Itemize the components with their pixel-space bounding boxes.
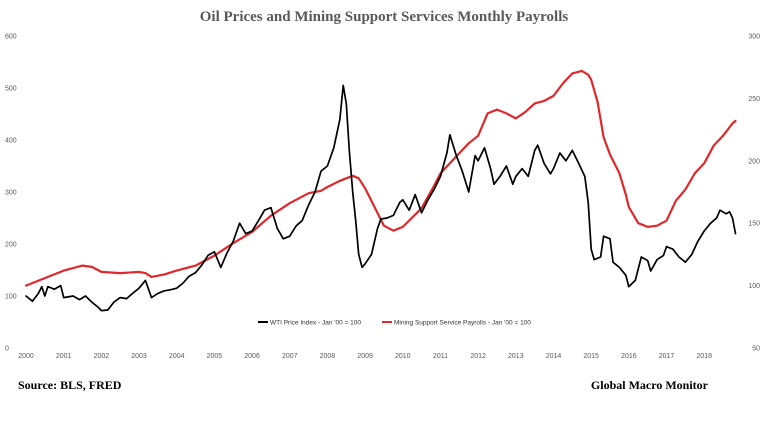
x-tick-label: 2008	[320, 353, 336, 360]
source-note: Source: BLS, FRED	[18, 378, 122, 392]
x-tick-label: 2005	[207, 353, 223, 360]
x-tick-label: 2013	[508, 353, 524, 360]
legend-entry-label: WTI Price Index - Jan '00 = 100	[270, 319, 361, 326]
x-tick-label: 2010	[395, 353, 411, 360]
x-tick-label: 2001	[56, 353, 72, 360]
right-tick-label: 50	[752, 346, 760, 353]
x-tick-label: 2014	[546, 353, 562, 360]
x-tick-label: 2002	[94, 353, 110, 360]
left-tick-label: 500	[5, 86, 17, 93]
legend-entry-label: Mining Support Service Payrolls - Jan '0…	[394, 319, 531, 326]
x-tick-label: 2016	[621, 353, 637, 360]
right-tick-label: 300	[748, 34, 760, 41]
chart-title: Oil Prices and Mining Support Services M…	[200, 9, 569, 25]
left-tick-label: 0	[5, 346, 9, 353]
left-tick-label: 600	[5, 34, 17, 41]
x-tick-label: 2006	[244, 353, 260, 360]
x-tick-label: 2000	[18, 353, 34, 360]
right-tick-label: 200	[748, 158, 760, 165]
x-tick-label: 2012	[470, 353, 486, 360]
x-axis: 2000 2001 2002 2003 2004 2005 2006 2007 2008 2009…	[18, 353, 712, 360]
x-tick-label: 2017	[659, 353, 675, 360]
legend: WTI Price Index - Jan '00 = 100 Mining Su…	[258, 319, 531, 326]
x-tick-label: 2007	[282, 353, 298, 360]
left-tick-label: 300	[5, 190, 17, 197]
right-axis: 50 100 150 200 250 300	[748, 34, 760, 353]
x-tick-label: 2011	[433, 353, 448, 360]
x-tick-label: 2004	[169, 353, 185, 360]
left-tick-label: 100	[5, 294, 17, 301]
right-tick-label: 150	[748, 221, 760, 228]
right-tick-label: 100	[748, 283, 760, 290]
payrolls-series-line	[24, 69, 737, 287]
series-layer	[24, 69, 737, 312]
wti-series-line	[25, 84, 737, 312]
left-axis: 0 100 200 300 400 500 600	[5, 34, 17, 353]
left-tick-label: 400	[5, 138, 17, 145]
x-tick-label: 2018	[696, 353, 712, 360]
brand-label: Global Macro Monitor	[591, 378, 709, 392]
x-tick-label: 2009	[357, 353, 373, 360]
right-tick-label: 250	[748, 96, 760, 103]
x-tick-label: 2015	[583, 353, 599, 360]
x-tick-label: 2003	[131, 353, 147, 360]
left-tick-label: 200	[5, 242, 17, 249]
